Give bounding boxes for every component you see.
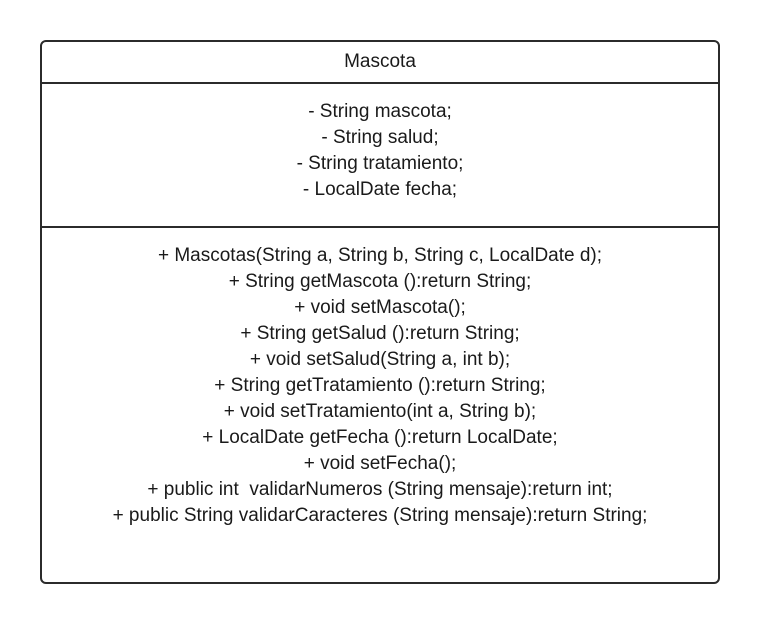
- method-item: + public int validarNumeros (String mens…: [147, 479, 613, 500]
- uml-class-box: Mascota - String mascota; - String salud…: [40, 40, 720, 584]
- method-item: + void setSalud(String a, int b);: [249, 349, 511, 370]
- attribute-item: - String tratamiento;: [296, 153, 464, 174]
- class-name-compartment: Mascota: [42, 42, 718, 84]
- method-item: + String getTratamiento ():return String…: [214, 375, 546, 396]
- method-item: + String getSalud ():return String;: [240, 323, 520, 344]
- attribute-item: - String mascota;: [308, 101, 452, 122]
- method-item: + public String validarCaracteres (Strin…: [112, 505, 648, 526]
- method-item: + void setTratamiento(int a, String b);: [223, 401, 537, 422]
- method-item: + Mascotas(String a, String b, String c,…: [157, 245, 603, 266]
- methods-compartment: + Mascotas(String a, String b, String c,…: [42, 228, 718, 582]
- attribute-item: - LocalDate fecha;: [302, 179, 458, 200]
- method-item: + LocalDate getFecha ():return LocalDate…: [202, 427, 558, 448]
- class-name: Mascota: [344, 51, 416, 72]
- method-item: + void setFecha();: [303, 453, 457, 474]
- attributes-compartment: - String mascota; - String salud; - Stri…: [42, 84, 718, 228]
- attribute-item: - String salud;: [321, 127, 439, 148]
- method-item: + String getMascota ():return String;: [228, 271, 532, 292]
- method-item: + void setMascota();: [294, 297, 466, 318]
